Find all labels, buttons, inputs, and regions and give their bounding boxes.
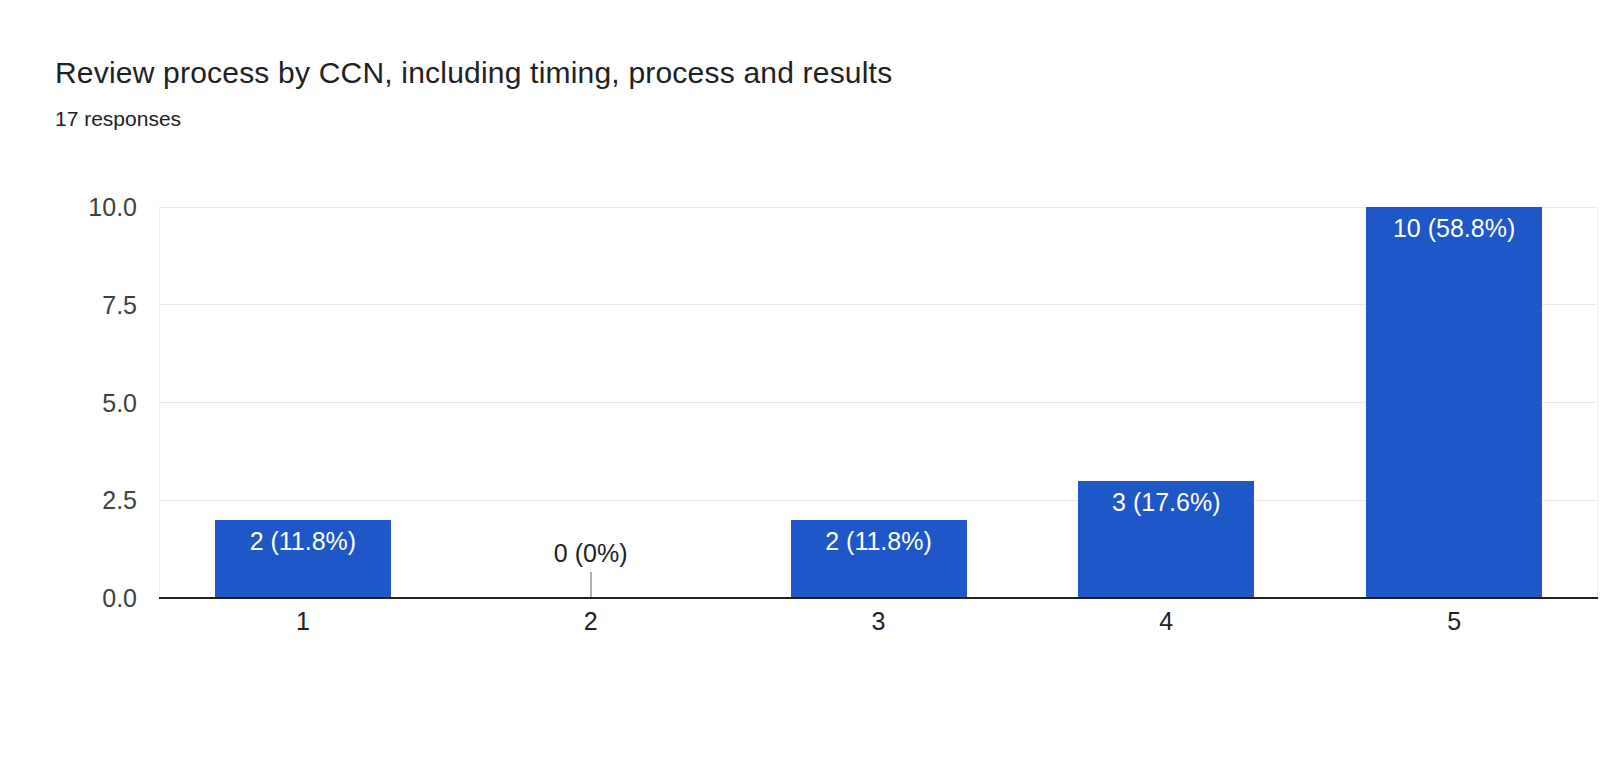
- bar-value-label: 3 (17.6%): [1078, 487, 1254, 517]
- y-axis-tick-label: 2.5: [0, 485, 137, 515]
- x-axis-line: [159, 597, 1598, 599]
- y-axis-tick-label: 5.0: [0, 388, 137, 418]
- bar-value-label: 10 (58.8%): [1366, 213, 1542, 243]
- bar-category-5: [1366, 207, 1542, 598]
- bar-value-label: 0 (0%): [503, 538, 679, 568]
- bar-chart-plot-area: 0.0 2.5 5.0 7.5 10.0 2 (11.8%) 1 0 (0%) 2 2 (11.8…: [0, 0, 1600, 761]
- form-response-chart-card: Review process by CCN, including timing,…: [0, 0, 1600, 761]
- plot-left-border: [159, 207, 160, 598]
- bar-value-label: 2 (11.8%): [791, 526, 967, 556]
- x-axis-tick-label: 4: [1022, 606, 1310, 636]
- x-axis-tick-label: 3: [735, 606, 1023, 636]
- x-axis-tick-label: 1: [159, 606, 447, 636]
- bar-value-label: 2 (11.8%): [215, 526, 391, 556]
- plot-right-border: [1597, 207, 1598, 598]
- zero-value-stem: [590, 572, 592, 598]
- y-axis-tick-label: 0.0: [0, 583, 137, 613]
- y-axis-tick-label: 7.5: [0, 290, 137, 320]
- x-axis-tick-label: 5: [1310, 606, 1598, 636]
- y-axis-tick-label: 10.0: [0, 192, 137, 222]
- x-axis-tick-label: 2: [447, 606, 735, 636]
